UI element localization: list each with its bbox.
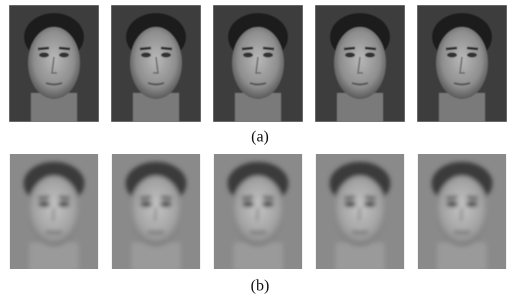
- panel-label: (a): [251, 129, 269, 146]
- face-image: [418, 154, 506, 272]
- face-image: [315, 5, 405, 123]
- face-image: [213, 5, 303, 123]
- face-image: [111, 5, 201, 123]
- face-image: [10, 154, 98, 272]
- row-a: [9, 5, 507, 123]
- face-image: [316, 154, 404, 272]
- face-image: [112, 154, 200, 272]
- face-image: [214, 154, 302, 272]
- row-b: [10, 154, 506, 272]
- figure: (a) (b): [0, 0, 516, 299]
- face-image: [9, 5, 99, 123]
- panel-label: (b): [251, 278, 270, 295]
- face-image: [417, 5, 507, 123]
